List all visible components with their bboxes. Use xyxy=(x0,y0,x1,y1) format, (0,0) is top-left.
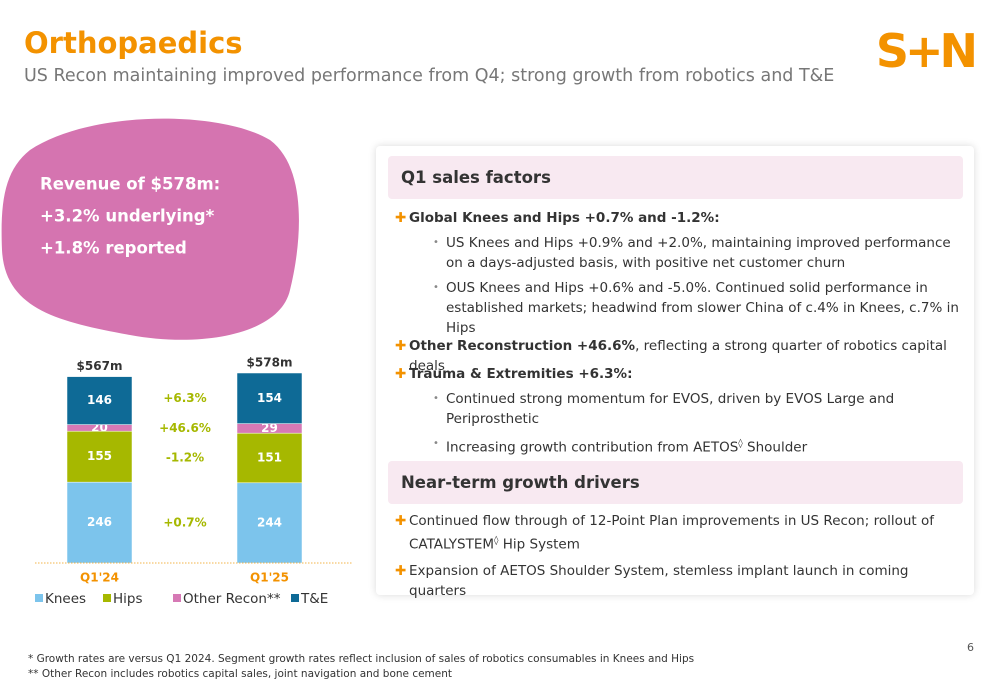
growth-label: -1.2% xyxy=(166,450,204,464)
text-run: Hip System xyxy=(498,536,580,553)
footnotes: * Growth rates are versus Q1 2024. Segme… xyxy=(28,652,694,682)
bullet-item: ✚ Other Reconstruction +46.6%, reflecting… xyxy=(395,336,964,376)
text-run: Continued flow through of 12-Point Plan … xyxy=(409,513,935,553)
legend-swatch xyxy=(103,594,111,602)
logo: S+N xyxy=(875,24,978,78)
legend-label: Knees xyxy=(45,591,86,607)
text-run: Increasing growth contribution from AETO… xyxy=(446,439,739,456)
chart: Revenue of $578m: +3.2% underlying* +1.8% … xyxy=(1,118,352,607)
legend-label: Other Recon** xyxy=(183,591,281,607)
callout-line: +1.8% reported xyxy=(40,239,187,258)
slide-subtitle: US Recon maintaining improved performanc… xyxy=(24,66,835,86)
bullet-plus: ✚ xyxy=(395,338,407,354)
section-title: Near-term growth drivers xyxy=(388,461,963,504)
slide-title: Orthopaedics xyxy=(24,26,243,60)
legend-swatch xyxy=(173,594,181,602)
data-label: 244 xyxy=(257,515,282,529)
sub-dot: • xyxy=(433,282,439,293)
bold-text: Global Knees and Hips +0.7% and -1.2%: xyxy=(409,210,720,226)
page-number: 6 xyxy=(967,641,974,654)
text-run: OUS Knees and Hips +0.6% and -5.0%. Cont… xyxy=(446,280,959,336)
bold-text: Trauma & Extremities +6.3%: xyxy=(409,366,633,382)
data-label: 151 xyxy=(257,450,282,464)
bold-text: Other Reconstruction +46.6% xyxy=(409,338,636,354)
data-label: 154 xyxy=(257,391,282,405)
data-label: 146 xyxy=(87,393,112,407)
bullet-item: ✚ Global Knees and Hips +0.7% and -1.2%: •… xyxy=(395,208,966,338)
sub-dot: • xyxy=(433,393,439,404)
bullet-plus: ✚ xyxy=(395,210,407,226)
superscript: ◊ xyxy=(738,439,743,449)
legend-label: T&E xyxy=(300,591,328,607)
growth-label: +6.3% xyxy=(163,391,206,405)
growth-label: +46.6% xyxy=(159,421,211,435)
text-run: US Knees and Hips +0.9% and +2.0%, maint… xyxy=(446,235,951,271)
bullet-plus: ✚ xyxy=(395,513,407,529)
sub-bullet: • US Knees and Hips +0.9% and +2.0%, main… xyxy=(433,233,966,273)
legend-swatch xyxy=(291,594,299,602)
x-tick-label: Q1'24 xyxy=(80,571,119,585)
data-label: 29 xyxy=(261,421,278,435)
text-run: , reflecting a strong quarter of robotic… xyxy=(409,338,947,374)
data-label: 155 xyxy=(87,449,112,463)
callout-line: Revenue of $578m: xyxy=(40,175,220,194)
sub-bullet: • OUS Knees and Hips +0.6% and -5.0%. Con… xyxy=(433,278,966,338)
legend-label: Hips xyxy=(113,591,143,607)
sub-dot: • xyxy=(433,438,439,449)
growth-label: +0.7% xyxy=(163,515,206,529)
legend-swatch xyxy=(35,594,43,602)
bullet-item: ✚ Expansion of AETOS Shoulder System, ste… xyxy=(395,561,964,601)
data-label: 246 xyxy=(87,515,112,529)
total-label: $578m xyxy=(247,356,293,370)
total-label: $567m xyxy=(77,359,123,373)
sub-dot: • xyxy=(433,237,439,248)
footnote: * Growth rates are versus Q1 2024. Segme… xyxy=(28,653,695,665)
bullet-plus: ✚ xyxy=(395,366,407,382)
callout-line: +3.2% underlying* xyxy=(40,207,215,226)
footnote: ** Other Recon includes robotics capital… xyxy=(28,668,453,680)
sub-bullet: • Continued strong momentum for EVOS, dri… xyxy=(433,389,966,429)
sales-panel: Q1 sales factors ✚ Global Knees and Hips +… xyxy=(376,146,974,599)
sub-bullet: • Increasing growth contribution from AET… xyxy=(433,434,966,458)
section-title: Q1 sales factors xyxy=(388,156,963,199)
bar-segment xyxy=(66,376,133,425)
bullet-item: ✚ Trauma & Extremities +6.3%: • Continued s… xyxy=(395,364,966,458)
x-tick-label: Q1'25 xyxy=(250,571,289,585)
text-run: Continued strong momentum for EVOS, driv… xyxy=(446,391,895,427)
text-run: Expansion of AETOS Shoulder System, stem… xyxy=(409,563,909,599)
bar-segment xyxy=(66,481,133,564)
bar-segment xyxy=(236,372,303,424)
text-run: Shoulder xyxy=(742,439,808,456)
bullet-plus: ✚ xyxy=(395,563,407,579)
callout-blob xyxy=(1,118,299,340)
superscript: ◊ xyxy=(494,536,499,546)
bullet-item: ✚ Continued flow through of 12-Point Plan… xyxy=(395,511,964,555)
bar-segment xyxy=(236,482,303,564)
bar-segment xyxy=(66,430,133,483)
